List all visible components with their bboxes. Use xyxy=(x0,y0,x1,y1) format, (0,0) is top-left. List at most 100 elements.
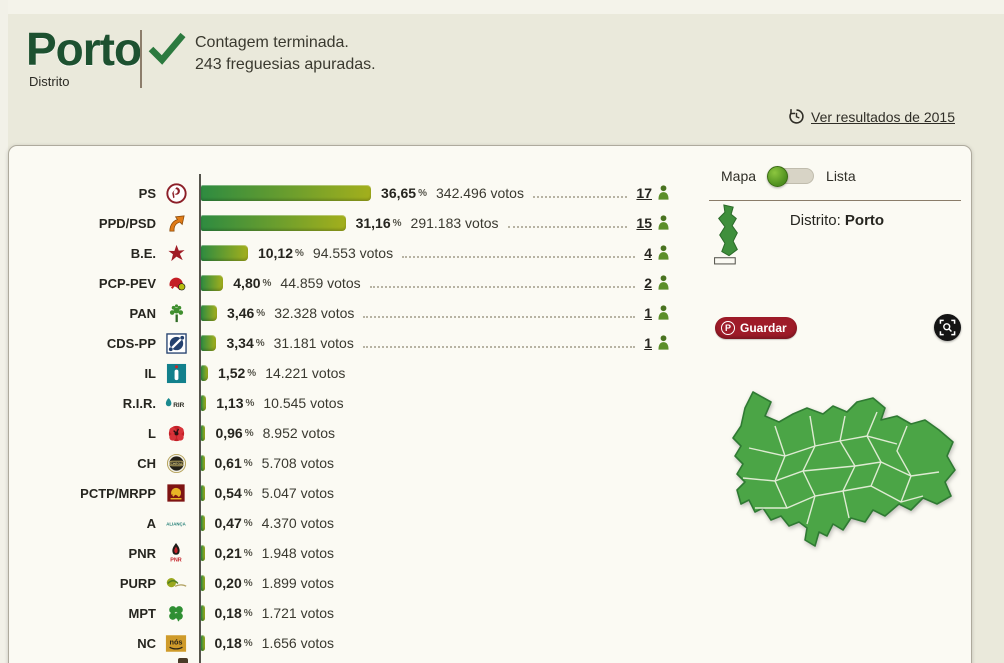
person-icon xyxy=(657,215,671,231)
percent-sign: % xyxy=(255,337,265,349)
party-name-label: PCTP/MRPP xyxy=(80,485,156,501)
party-result-row: CDS-PP 3,34% 31.181 votos 1 xyxy=(9,328,677,358)
votes-value: 14.221 votos xyxy=(265,365,345,381)
pnr-logo-icon: PNR xyxy=(164,542,188,564)
result-bar xyxy=(201,335,217,351)
votes-value: 44.859 votos xyxy=(280,275,360,291)
percent-value: 0,47 xyxy=(214,515,242,531)
pinterest-save-button[interactable]: P Guardar xyxy=(715,317,797,339)
party-result-row: PCTP/MRPP 0,54% 5.047 votos xyxy=(9,478,677,508)
purp-logo-icon xyxy=(164,572,188,594)
svg-text:RIR: RIR xyxy=(173,402,184,409)
party-name-label: PCP-PEV xyxy=(98,275,156,291)
result-bar-section: 10,12% 94.553 votos 4 xyxy=(201,245,677,261)
votes-number: 1.656 xyxy=(261,635,297,651)
votes-value: 5.047 votos xyxy=(262,485,334,501)
party-result-row: PURP 0,20% 1.899 votos xyxy=(9,568,677,598)
district-value: Porto xyxy=(844,212,885,229)
votes-number: 4.370 xyxy=(261,515,297,531)
result-bar xyxy=(201,575,205,591)
votes-unit: votos xyxy=(300,455,335,471)
seats-count-link[interactable]: 15 xyxy=(636,215,652,231)
save-button-label: Guardar xyxy=(740,321,787,335)
party-name-label: B.E. xyxy=(130,245,156,261)
porto-district-map[interactable] xyxy=(715,386,965,564)
svg-text:nós: nós xyxy=(169,637,182,646)
dotted-leader xyxy=(363,316,636,318)
person-icon xyxy=(657,185,671,201)
party-result-row: R.I.R. RIR 1,13% 10.545 votos xyxy=(9,388,677,418)
result-bar-section: 3,46% 32.328 votos 1 xyxy=(201,305,677,321)
percent-sign: % xyxy=(247,367,257,379)
cds-pp-logo-icon xyxy=(164,332,188,354)
party-result-row: PNR PNR 0,21% 1.948 votos xyxy=(9,538,677,568)
result-bar xyxy=(201,215,346,231)
votes-value: 342.496 votos xyxy=(436,185,524,201)
party-name-label: CH xyxy=(137,455,156,471)
pan-logo-icon xyxy=(164,302,188,324)
title-divider xyxy=(140,30,142,88)
page-subtitle: Distrito xyxy=(29,74,70,89)
dotted-leader xyxy=(402,256,636,258)
party-result-row: IL 1,52% 14.221 votos xyxy=(9,358,677,388)
votes-value: 1.948 votos xyxy=(262,545,334,561)
votes-unit: votos xyxy=(301,425,336,441)
party-name-label: PAN xyxy=(129,305,156,321)
ppd-psd-logo-icon xyxy=(164,212,188,234)
percent-sign: % xyxy=(243,577,253,589)
result-bar-section: 0,18% 1.656 votos xyxy=(201,635,677,651)
seats-count-link[interactable]: 1 xyxy=(644,335,652,351)
percent-sign: % xyxy=(243,607,253,619)
votes-unit: votos xyxy=(490,185,524,201)
votes-value: 31.181 votos xyxy=(274,335,354,351)
dotted-leader xyxy=(369,286,636,288)
result-bar xyxy=(201,635,205,651)
result-bar xyxy=(201,395,207,411)
result-bar-section: 0,54% 5.047 votos xyxy=(201,485,677,501)
toggle-label-lista[interactable]: Lista xyxy=(826,168,856,184)
percent-sign: % xyxy=(295,247,304,259)
percent-sign: % xyxy=(418,187,427,199)
votes-unit: votos xyxy=(465,215,499,231)
result-bar-section: 1,13% 10.545 votos xyxy=(201,395,677,411)
percent-value: 0,21 xyxy=(214,545,242,561)
votes-unit: votos xyxy=(300,485,335,501)
portugal-map-thumbnail-icon[interactable] xyxy=(711,204,745,266)
view-2015-results-link[interactable]: Ver resultados de 2015 xyxy=(811,108,955,125)
map-zoom-button[interactable] xyxy=(934,314,961,341)
result-bar-section: 4,80% 44.859 votos 2 xyxy=(201,275,677,291)
toggle-knob[interactable] xyxy=(767,166,789,187)
percent-value: 10,12 xyxy=(257,245,293,261)
votes-unit: votos xyxy=(300,635,335,651)
result-bar xyxy=(201,425,206,441)
percent-value: 3,46 xyxy=(227,305,255,321)
map-list-toggle-row: Mapa Lista xyxy=(721,166,856,187)
result-bar xyxy=(201,275,224,291)
toggle-label-mapa[interactable]: Mapa xyxy=(721,168,757,184)
seats-count-link[interactable]: 4 xyxy=(644,245,652,261)
map-list-toggle[interactable] xyxy=(767,166,815,187)
result-bar-section: 3,34% 31.181 votos 1 xyxy=(201,335,677,351)
percent-value: 0,61 xyxy=(214,455,242,471)
votes-value: 5.708 votos xyxy=(262,455,334,471)
party-name-label: A xyxy=(146,515,156,531)
result-bar xyxy=(201,515,205,531)
party-result-row: PS 36,65% 342.496 votos 17 xyxy=(9,178,677,208)
party-results-list: PS 36,65% 342.496 votos 17 PPD/PSD 31,16% 291.… xyxy=(9,174,677,663)
votes-number: 5.047 xyxy=(261,485,297,501)
person-icon xyxy=(657,305,671,321)
seats-count-link[interactable]: 17 xyxy=(636,185,652,201)
votes-unit: votos xyxy=(300,575,335,591)
percent-sign: % xyxy=(245,397,255,409)
page-left-edge xyxy=(0,0,8,663)
seats-count-link[interactable]: 1 xyxy=(644,305,652,321)
result-bar-section: 0,47% 4.370 votos xyxy=(201,515,677,531)
result-bar xyxy=(201,365,209,381)
party-result-row: CH CHEGA 0,61% 5.708 votos xyxy=(9,448,677,478)
result-bar-section: 1,52% 14.221 votos xyxy=(201,365,677,381)
result-bar xyxy=(201,305,218,321)
livre-logo-icon xyxy=(164,422,188,444)
percent-value: 36,65 xyxy=(381,185,417,201)
seats-count-link[interactable]: 2 xyxy=(644,275,652,291)
pctp-logo-icon xyxy=(164,482,188,504)
